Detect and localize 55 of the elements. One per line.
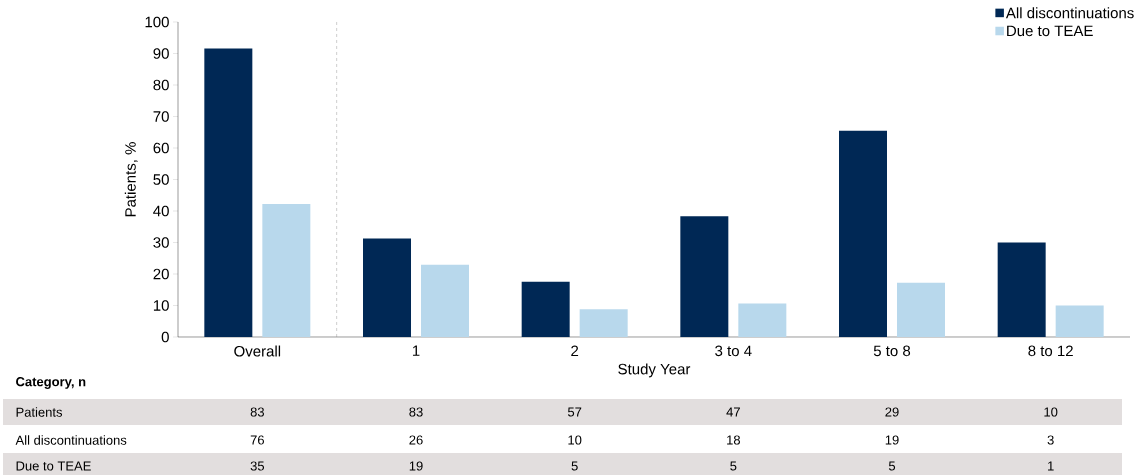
y-tick-label: 100 [145,16,169,28]
data-label: 19 [885,435,899,445]
data-label: 26 [409,435,423,445]
data-label: 5 [730,461,737,471]
data-label: 35 [250,461,265,471]
x-tick-label: 8 to 12 [1028,345,1073,357]
y-tick-label: 10 [153,300,169,311]
text: Category, n [16,377,86,389]
data-label: 3 [1047,435,1054,445]
y-tick-label: 60 [153,142,169,154]
data-label: 76 [250,435,264,445]
bar [997,242,1046,337]
bar [204,48,253,337]
bar [897,282,945,337]
y-tick-label: 70 [153,111,169,122]
y-tick-label: Due to TEAE [16,461,91,471]
data-label: 29 [885,407,899,417]
y-tick-label: 30 [153,237,169,248]
data-label: 19 [409,461,423,471]
bar [421,264,469,337]
x-axis-title: Study Year [618,363,691,378]
data-label: 18 [727,435,740,445]
y-axis-title: Patients, % [124,142,138,217]
bar [521,281,570,337]
y-tick-label: Patients [16,407,63,417]
x-tick-label: 2 [571,345,579,357]
data-label: 83 [250,407,264,417]
y-tick-label: 40 [153,205,169,217]
x-tick-label: 3 to 4 [715,345,752,357]
y-tick-label: 80 [153,79,169,91]
y-tick-label: 50 [153,174,169,185]
y-tick-label: 0 [161,331,169,343]
data-label: 1 [1048,461,1054,471]
bar [262,204,311,337]
bar [579,309,628,337]
y-tick-label: 20 [153,268,169,280]
bar [680,216,729,337]
bar [1055,305,1104,337]
data-label: 5 [571,461,578,471]
data-label: 10 [1044,407,1058,417]
x-tick-label: 5 to 8 [873,345,911,357]
bar [839,130,887,337]
bar [363,238,411,337]
data-label: 57 [567,407,582,417]
data-label: 10 [568,435,582,445]
x-tick-label: 1 [412,345,420,356]
legend-label: Due to TEAE [1007,25,1093,37]
data-label: 83 [409,407,423,417]
bar [738,303,787,337]
legend-label: All discontinuations [1005,7,1134,19]
x-tick-label: Overall [234,345,281,357]
data-label: 5 [888,461,896,471]
y-tick-label: 90 [153,48,169,59]
y-tick-label: All discontinuations [15,435,127,445]
data-label: 47 [726,407,740,417]
